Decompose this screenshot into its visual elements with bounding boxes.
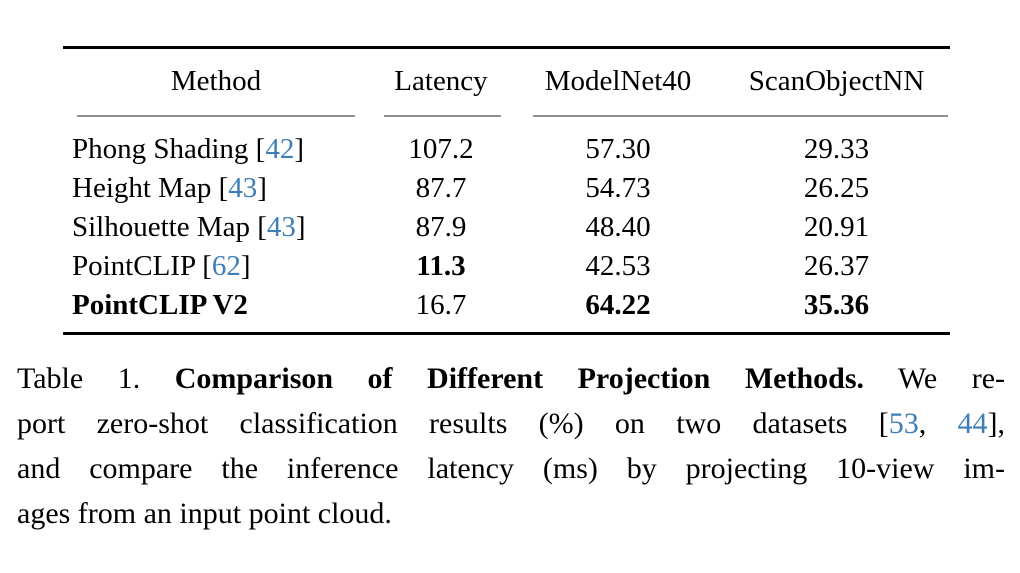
column-header-modelnet40: ModelNet40 bbox=[544, 65, 692, 97]
text-segment: , bbox=[918, 407, 958, 440]
text-segment: and compare the inference latency (ms) b… bbox=[17, 452, 1005, 485]
text-segment: We re- bbox=[864, 362, 1006, 395]
table-row: Silhouette Map [43] 87.9 48.40 20.91 bbox=[63, 208, 950, 247]
latency-cell: 87.7 bbox=[415, 172, 467, 204]
method-subrule bbox=[77, 115, 355, 117]
table-caption: Table 1. Comparison of Different Project… bbox=[17, 356, 1005, 536]
method-cell: Height Map [43] bbox=[63, 169, 369, 208]
text-segment: Height Map [ bbox=[72, 172, 229, 204]
citation-link[interactable]: 42 bbox=[265, 133, 295, 165]
method-cell: Phong Shading [42] bbox=[63, 130, 369, 169]
latency-cell: 16.7 bbox=[415, 289, 467, 321]
scanobjectnn-cell: 20.91 bbox=[803, 211, 870, 243]
citation-link[interactable]: 62 bbox=[211, 250, 241, 282]
table-row: Height Map [43] 87.7 54.73 26.25 bbox=[63, 169, 950, 208]
text-segment: Table 1. bbox=[17, 362, 175, 395]
method-cell: PointCLIP [62] bbox=[63, 247, 369, 286]
latency-subrule bbox=[384, 115, 501, 117]
table-body: Phong Shading [42] 107.2 57.30 29.33 Height … bbox=[63, 130, 950, 325]
header-subrules bbox=[63, 115, 950, 117]
latency-cell: 107.2 bbox=[408, 133, 474, 165]
column-header-scanobjectnn: ScanObjectNN bbox=[748, 65, 925, 97]
text-segment: ] bbox=[295, 211, 306, 243]
datasets-subrule bbox=[533, 115, 948, 117]
caption-line: port zero-shot classification results (%… bbox=[17, 401, 1005, 446]
method-cell: Silhouette Map [43] bbox=[63, 208, 369, 247]
caption-line: Table 1. Comparison of Different Project… bbox=[17, 356, 1005, 401]
scanobjectnn-cell: 35.36 bbox=[803, 289, 870, 321]
scanobjectnn-cell: 26.37 bbox=[803, 250, 870, 282]
scanobjectnn-cell: 26.25 bbox=[803, 172, 870, 204]
table-top-rule bbox=[63, 46, 950, 49]
text-segment: ] bbox=[294, 133, 305, 165]
text-segment: Comparison of Different Projection Metho… bbox=[174, 362, 865, 395]
modelnet40-cell: 42.53 bbox=[585, 250, 651, 282]
text-segment: PointCLIP V2 bbox=[72, 289, 248, 321]
text-segment: ] bbox=[257, 172, 267, 204]
citation-link[interactable]: 43 bbox=[228, 172, 258, 204]
text-segment: PointCLIP [ bbox=[72, 250, 212, 282]
latency-cell: 11.3 bbox=[416, 250, 466, 282]
table-row: PointCLIP [62] 11.3 42.53 26.37 bbox=[63, 247, 950, 286]
column-header-method: Method bbox=[170, 65, 262, 97]
modelnet40-cell: 64.22 bbox=[585, 289, 651, 321]
modelnet40-cell: 57.30 bbox=[585, 133, 651, 165]
text-segment: ], bbox=[987, 407, 1006, 440]
results-table: Method Latency ModelNet40 ScanObjectNN P… bbox=[63, 46, 950, 335]
modelnet40-cell: 54.73 bbox=[585, 172, 651, 204]
text-segment: Phong Shading [ bbox=[72, 133, 266, 165]
method-cell: PointCLIP V2 bbox=[63, 286, 369, 325]
modelnet40-cell: 48.40 bbox=[585, 211, 651, 243]
column-header-latency: Latency bbox=[394, 65, 488, 97]
table-row: PointCLIP V2 16.7 64.22 35.36 bbox=[63, 286, 950, 325]
citation-link[interactable]: 44 bbox=[957, 407, 988, 440]
text-segment: ] bbox=[240, 250, 251, 282]
table-row: Phong Shading [42] 107.2 57.30 29.33 bbox=[63, 130, 950, 169]
text-segment: ages from an input point cloud. bbox=[17, 497, 392, 530]
scanobjectnn-cell: 29.33 bbox=[803, 133, 870, 165]
table-header-row: Method Latency ModelNet40 ScanObjectNN bbox=[63, 49, 950, 113]
table-bottom-rule bbox=[63, 332, 950, 335]
citation-link[interactable]: 53 bbox=[888, 407, 919, 440]
citation-link[interactable]: 43 bbox=[266, 211, 296, 243]
text-segment: Silhouette Map [ bbox=[72, 211, 267, 243]
caption-line: ages from an input point cloud. bbox=[17, 491, 1005, 536]
caption-line: and compare the inference latency (ms) b… bbox=[17, 446, 1005, 491]
text-segment: port zero-shot classification results (%… bbox=[17, 407, 889, 440]
latency-cell: 87.9 bbox=[415, 211, 467, 243]
